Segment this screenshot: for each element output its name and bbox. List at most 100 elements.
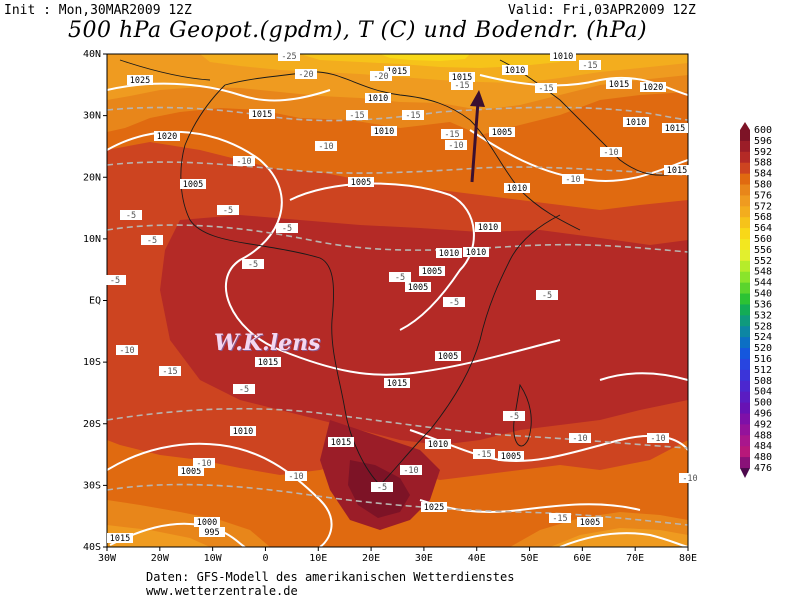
temperature-label-text: -10 [572,434,587,444]
temperature-label: -5 [503,411,525,422]
pressure-label: 1015 [249,109,275,120]
coast-madagascar [513,383,532,447]
pressure-label-text: 1010 [505,66,525,76]
pressure-label: 1010 [365,93,391,104]
pressure-label-text: 1010 [428,440,448,450]
pressure-label-text: 1025 [424,503,444,513]
temperature-label-text: -15 [538,84,553,94]
pressure-label-box [421,502,447,512]
pressure-label: 1005 [178,466,204,477]
pressure-label: 1015 [255,357,281,368]
temperature-label-box [679,473,701,483]
temperature-label: -10 [116,345,138,356]
temperature-label: -5 [536,290,558,301]
temperature-label-box [285,471,307,481]
temperature-label-text: -15 [476,450,491,460]
colorbar-label: 524 [754,332,772,343]
pressure-label: 1010 [475,222,501,233]
temperature-label-text: -10 [403,466,418,476]
pressure-label-text: 1010 [553,52,573,62]
coast-asia [499,59,688,176]
pressure-label-box [255,357,281,367]
pressure-labels: 1025 1020 1015 1015 1010 1010 1005 1005 1010 1010… [107,51,690,544]
temperature-label-box [536,290,558,300]
temperature-label-text: -10 [565,175,580,185]
pressure-label-box [504,183,530,193]
temperature-label-text: -5 [377,483,387,493]
lat-tick-label: 40S [83,542,101,553]
colorbar-label: 560 [754,234,772,245]
pressure-label: 1005 [435,351,461,362]
colorbar-segment [740,326,750,338]
temperature-label-box [579,60,601,70]
temperature-label-box [569,433,591,443]
pressure-label-box [365,93,391,103]
colorbar-label: 516 [754,354,772,365]
pressure-label: 1010 [550,51,576,62]
colorbar-segment [740,195,750,207]
temperature-label-text: -5 [239,385,249,395]
temperature-label-box [370,71,392,81]
pressure-label-box [664,165,690,175]
temperature-label-text: -10 [236,157,251,167]
pressure-label-text: 1015 [665,124,685,134]
footer-url: www.wetterzentrale.de [146,584,298,598]
latitude-ticks: 40N 30N 20N 10N EQ 10S 20S 30S 40S [83,49,107,553]
temperature-label: -25 [278,51,300,62]
pressure-label: 1005 [405,282,431,293]
geopotential-fill [107,54,688,547]
temperature-label: -20 [295,69,317,80]
lon-tick-label: 10W [204,553,223,564]
colorbar-segment [740,337,750,349]
pressure-label-box [230,426,256,436]
temperature-label: -10 [679,473,701,484]
temperature-label-box [402,110,424,120]
pressure-label: 1015 [328,437,354,448]
isobar-1010-c [559,532,688,547]
temperature-label-text: -5 [542,291,552,301]
lon-tick-label: 0 [262,553,268,564]
colorbar-label: 484 [754,441,772,452]
lon-tick-label: 60E [573,553,591,564]
fill-592 [160,215,688,445]
chart-title: 500 hPa Geopot.(gpdm), T (C) und Bodendr… [68,18,648,43]
colorbar-segment [740,282,750,295]
pressure-label-box [107,533,133,543]
pressure-label: 1015 [449,72,475,83]
colorbar-segment [740,173,750,186]
pressure-label-box [498,451,524,461]
temperature-label-text: -10 [288,472,303,482]
isotherm-minus15 [107,106,688,122]
init-time: Init : Mon,30MAR2009 12Z [4,3,192,18]
temperature-label: -5 [389,272,411,283]
temperature-label-text: -5 [147,236,157,246]
temperature-label-box [389,272,411,282]
pressure-label-box [435,351,461,361]
colorbar-segment [740,239,750,251]
footer-source: Daten: GFS-Modell des amerikanischen Wet… [146,570,515,584]
lon-tick-label: 80E [679,553,697,564]
temperature-label-text: -10 [603,148,618,158]
fill-564 [380,54,470,61]
pressure-label: 1005 [348,177,374,188]
colorbar-label: 488 [754,430,772,441]
pressure-label: 1015 [384,378,410,389]
pressure-label-text: 1010 [368,94,388,104]
colorbar-segment [740,271,750,284]
pressure-label-box [640,82,666,92]
temperature-labels: -25-20 -20-15 -15-15-15-15-10-10 -10-10-10-… [104,51,701,524]
temperature-label-box [562,174,584,184]
pressure-label-box [199,527,225,537]
pressure-label-box [463,247,489,257]
colorbar-segment [740,151,750,164]
temperature-label: -15 [451,80,473,91]
colorbar-label: 584 [754,169,772,180]
colorbar-segment [740,380,750,393]
colorbar-segment [740,413,750,425]
lat-tick-label: EQ [89,296,101,307]
isotherms [107,106,688,526]
pressure-label-text: 1015 [252,110,272,120]
temperature-label: -15 [402,110,424,121]
lon-tick-label: 50E [521,553,539,564]
